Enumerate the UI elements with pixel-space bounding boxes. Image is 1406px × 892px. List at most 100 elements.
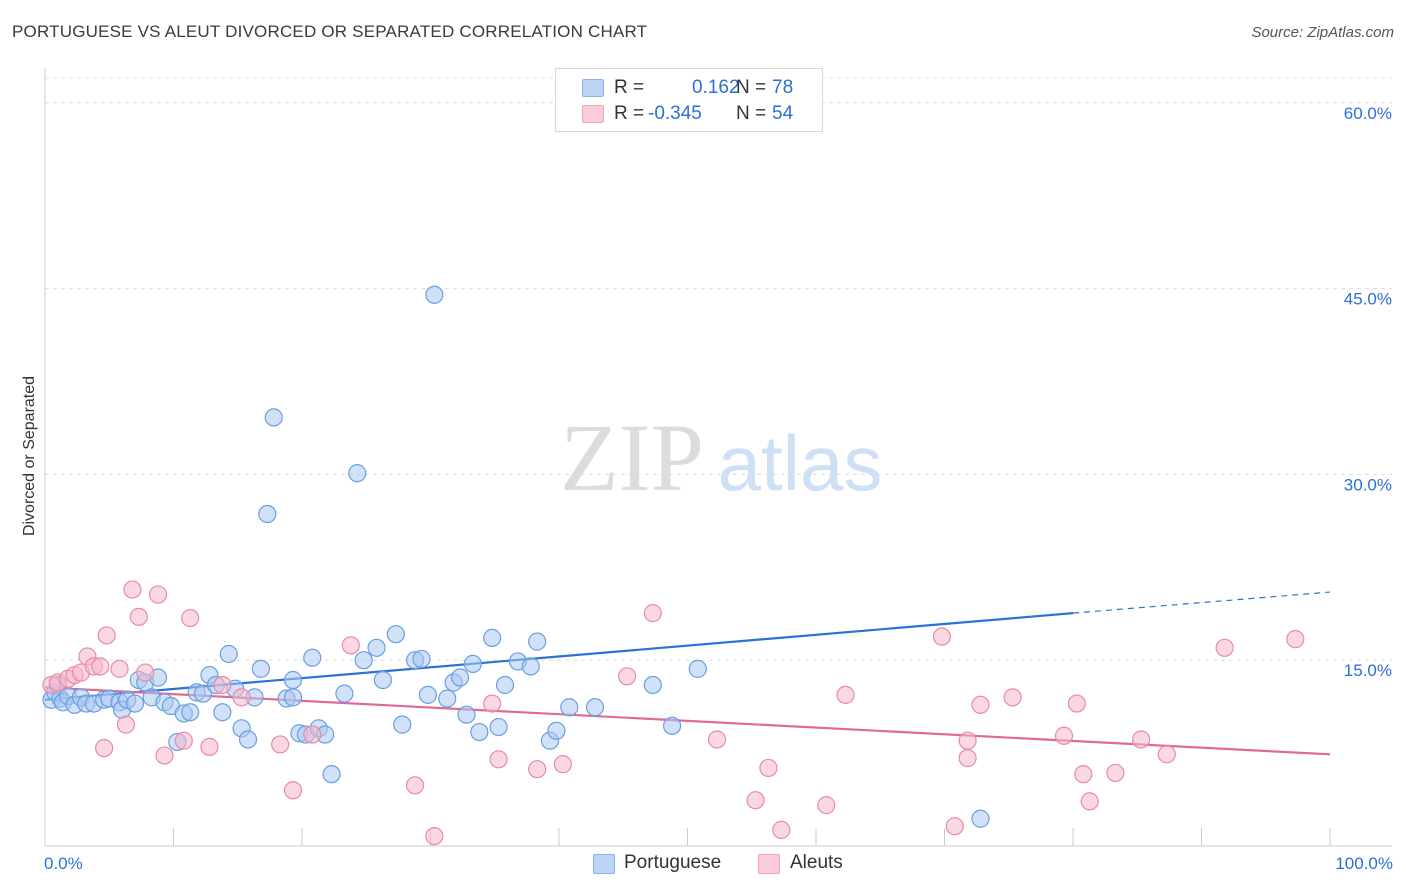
stats-legend: R = 0.162 N = 78 R = -0.345 N = 54 — [555, 68, 823, 132]
aleuts-point — [97, 626, 116, 645]
legend-r-value: -0.345 — [648, 103, 702, 124]
grid-lines — [45, 77, 1392, 661]
data-points — [42, 285, 1305, 846]
aleuts-point — [618, 667, 637, 686]
legend-n-value: 54 — [772, 103, 794, 124]
portuguese-point — [251, 659, 270, 678]
legend-r-label: R = — [614, 103, 645, 124]
aleuts-point — [772, 820, 791, 839]
aleuts-point — [1157, 745, 1176, 764]
portuguese-point — [283, 688, 303, 707]
legend-n-label: N = — [736, 77, 767, 98]
aleuts-point — [155, 746, 174, 765]
chart-title: PORTUGUESE VS ALEUT DIVORCED OR SEPARATE… — [12, 22, 648, 41]
aleuts-point — [1003, 688, 1022, 707]
aleuts-point — [1106, 763, 1125, 783]
aleuts-point — [232, 688, 251, 707]
portuguese-point — [457, 705, 476, 724]
legend-r-label: R = — [614, 77, 645, 98]
aleuts-point — [707, 730, 727, 749]
aleuts-point — [1054, 726, 1074, 745]
aleuts-point — [958, 748, 977, 768]
portuguese-point — [489, 717, 508, 737]
legend-row-aleuts: R = -0.345 N = 54 — [556, 101, 822, 127]
portuguese-point — [181, 703, 200, 722]
aleuts-point — [110, 659, 129, 678]
aleuts-point — [148, 585, 168, 604]
legend-row-portuguese: R = 0.162 N = 78 — [556, 75, 822, 101]
watermark-atlas: atlas — [718, 419, 883, 507]
aleuts-point — [643, 604, 662, 623]
portuguese-point — [585, 698, 605, 717]
portuguese-point — [125, 694, 145, 713]
portuguese-point — [264, 408, 283, 427]
legend-swatch-portuguese — [593, 854, 615, 874]
legend-swatch-aleuts — [758, 854, 780, 874]
series-legend: Portuguese Aleuts — [0, 852, 1406, 878]
aleuts-point — [129, 607, 148, 626]
y-axis-title: Divorced or Separated — [21, 376, 38, 536]
portuguese-point — [418, 685, 438, 704]
portuguese-point — [283, 670, 303, 690]
portuguese-point — [258, 504, 277, 524]
aleuts-point — [1080, 792, 1099, 811]
legend-label-aleuts: Aleuts — [790, 852, 843, 873]
y-tick-label: 15.0% — [1344, 661, 1392, 680]
portuguese-point — [386, 625, 405, 644]
aleuts-point — [528, 760, 547, 779]
portuguese-point — [303, 648, 322, 667]
portuguese-point — [373, 670, 393, 690]
aleuts-point — [553, 755, 572, 774]
aleuts-point — [341, 636, 360, 655]
portuguese-point — [354, 651, 373, 670]
aleuts-point — [200, 737, 219, 757]
portuguese-point — [688, 659, 707, 678]
legend-r-value: 0.162 — [692, 77, 740, 98]
aleuts-point — [213, 675, 232, 695]
portuguese-point — [463, 654, 483, 674]
source-label: Source: ZipAtlas.com — [1251, 24, 1394, 41]
y-tick-labels: 15.0% 30.0% 45.0% 60.0% — [1344, 104, 1392, 680]
portuguese-point — [483, 628, 502, 647]
portuguese-point — [425, 285, 444, 304]
aleuts-point — [1074, 765, 1093, 784]
aleuts-point — [836, 685, 855, 704]
legend-swatch-aleuts — [582, 105, 604, 123]
aleuts-point — [817, 796, 836, 815]
portuguese-point — [193, 684, 213, 703]
portuguese-point — [219, 644, 238, 664]
y-tick-label: 45.0% — [1344, 290, 1392, 309]
portuguese-point — [438, 689, 457, 708]
legend-n-label: N = — [736, 103, 767, 124]
portuguese-point — [335, 684, 354, 703]
x-tick-label: 0.0% — [44, 854, 83, 873]
aleuts-point — [932, 627, 952, 646]
aleuts-point — [1067, 694, 1086, 713]
aleuts-point — [123, 580, 142, 599]
portuguese-point — [213, 703, 232, 722]
legend-n-value: 78 — [772, 77, 794, 98]
portuguese-point — [547, 721, 566, 740]
x-tick-label: 100.0% — [1335, 854, 1393, 873]
aleuts-point — [958, 731, 977, 750]
aleuts-point — [271, 735, 290, 754]
legend-label-portuguese: Portuguese — [624, 852, 722, 873]
aleuts-point — [1286, 630, 1305, 649]
aleuts-point — [283, 781, 303, 800]
portuguese-point — [412, 649, 431, 669]
portuguese-point — [662, 716, 682, 735]
portuguese-point — [367, 638, 386, 657]
y-tick-label: 60.0% — [1344, 104, 1392, 123]
portuguese-point — [322, 765, 341, 784]
portuguese-point — [495, 675, 515, 695]
legend-swatch-portuguese — [582, 79, 604, 97]
portuguese-point — [971, 809, 990, 828]
portuguese-point — [450, 668, 470, 687]
portuguese-point — [238, 730, 258, 749]
portuguese-point — [348, 464, 367, 483]
watermark-zip: ZIP — [560, 404, 704, 511]
aleuts-point — [1132, 730, 1151, 749]
aleuts-point — [91, 657, 110, 676]
aleuts-point — [95, 739, 114, 758]
